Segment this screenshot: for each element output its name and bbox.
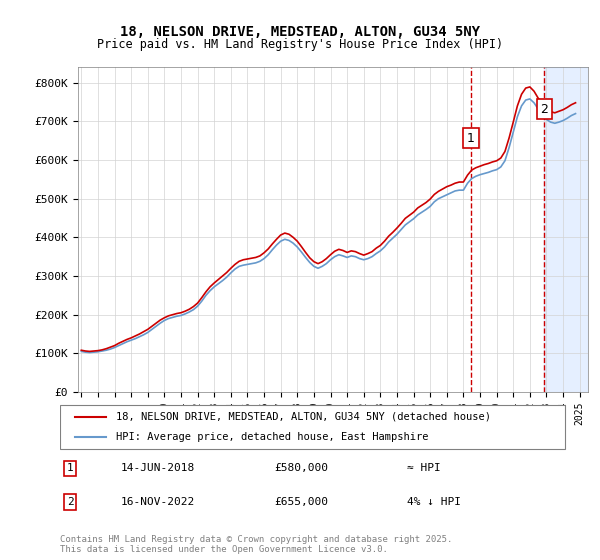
Text: 14-JUN-2018: 14-JUN-2018 (121, 463, 196, 473)
Text: 2: 2 (541, 102, 548, 115)
Text: HPI: Average price, detached house, East Hampshire: HPI: Average price, detached house, East… (116, 432, 428, 442)
Text: 16-NOV-2022: 16-NOV-2022 (121, 497, 196, 507)
Text: Price paid vs. HM Land Registry's House Price Index (HPI): Price paid vs. HM Land Registry's House … (97, 38, 503, 50)
Text: £580,000: £580,000 (274, 463, 328, 473)
Bar (544, 67, 588, 392)
Text: Contains HM Land Registry data © Crown copyright and database right 2025.
This d: Contains HM Land Registry data © Crown c… (60, 535, 452, 554)
Text: 2: 2 (67, 497, 74, 507)
Text: 4% ↓ HPI: 4% ↓ HPI (407, 497, 461, 507)
Text: 1: 1 (467, 132, 475, 144)
Text: £655,000: £655,000 (274, 497, 328, 507)
Text: ≈ HPI: ≈ HPI (407, 463, 440, 473)
Text: 18, NELSON DRIVE, MEDSTEAD, ALTON, GU34 5NY: 18, NELSON DRIVE, MEDSTEAD, ALTON, GU34 … (120, 25, 480, 39)
Text: 1: 1 (67, 463, 74, 473)
FancyBboxPatch shape (60, 405, 565, 449)
Text: 18, NELSON DRIVE, MEDSTEAD, ALTON, GU34 5NY (detached house): 18, NELSON DRIVE, MEDSTEAD, ALTON, GU34 … (116, 412, 491, 422)
